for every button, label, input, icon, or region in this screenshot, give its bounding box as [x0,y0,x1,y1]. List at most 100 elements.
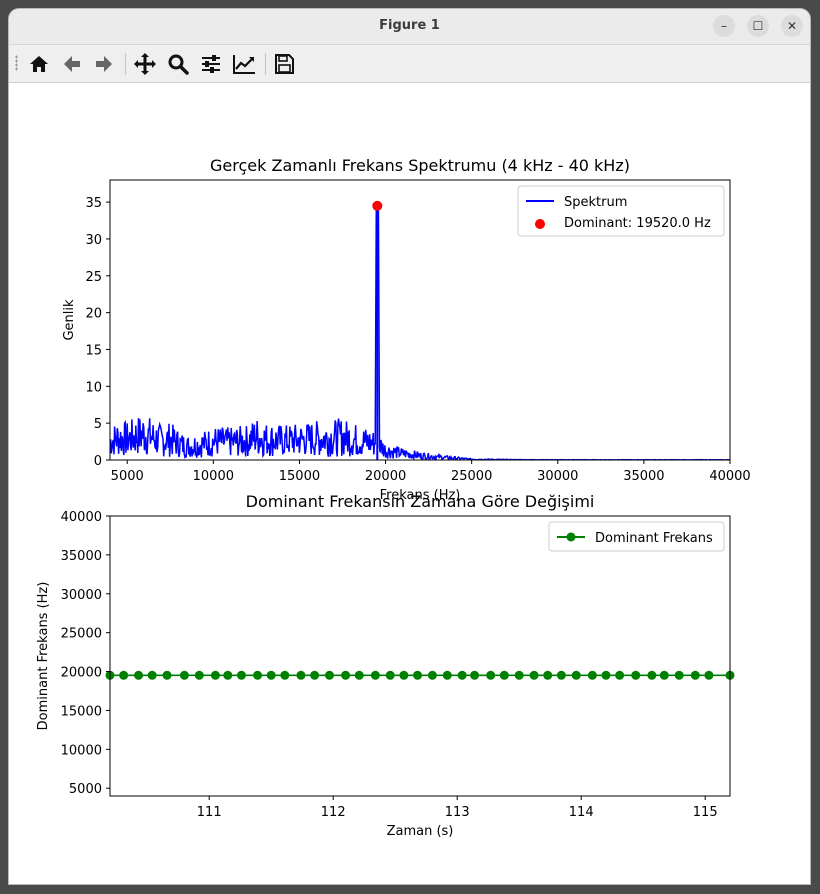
arrow-left-icon [64,56,80,72]
line-chart-icon [233,55,255,74]
back-button[interactable] [58,50,86,78]
x-tick-label: 115 [693,805,718,820]
y-tick-label: 25000 [61,627,102,642]
data-point [266,670,276,680]
move-icon [134,53,156,75]
home-button[interactable] [25,50,53,78]
chart-title: Gerçek Zamanlı Frekans Spektrumu (4 kHz … [210,156,630,175]
toolbar-handle[interactable] [15,55,18,71]
configure-subplots-button[interactable] [197,50,225,78]
navigation-toolbar [9,45,810,83]
y-tick-label: 20000 [61,666,102,681]
sliders-icon [202,55,220,73]
arrow-right-icon [96,56,112,72]
x-tick-label: 40000 [709,469,750,484]
y-axis-label: Dominant Frekans (Hz) [36,582,51,731]
data-point [601,670,611,680]
y-tick-label: 20 [85,307,102,322]
data-point [210,670,220,680]
data-point [587,670,597,680]
data-point [442,670,452,680]
data-point [134,670,144,680]
data-point [236,670,246,680]
minimize-button[interactable]: – [713,15,735,37]
x-tick-label: 30000 [537,469,578,484]
maximize-button[interactable]: ☐ [747,15,769,37]
data-point [162,670,172,680]
x-tick-label: 20000 [365,469,406,484]
data-point [370,670,380,680]
data-point [179,670,189,680]
y-tick-label: 25 [85,270,102,285]
y-tick-label: 0 [94,454,102,469]
figure-window: Figure 1 – ☐ ✕ [9,9,810,884]
data-point [659,670,669,680]
y-tick-label: 35000 [61,549,102,564]
legend-marker [535,219,545,229]
data-point [529,670,539,680]
y-tick-label: 15000 [61,704,102,719]
toolbar-separator [125,53,126,75]
data-point [399,670,409,680]
figure-svg: Gerçek Zamanlı Frekans Spektrumu (4 kHz … [36,156,751,839]
x-axis-label: Zaman (s) [387,824,454,839]
save-button[interactable] [270,50,298,78]
data-point [119,670,129,680]
data-point [571,670,581,680]
y-tick-label: 10 [85,380,102,395]
data-point [341,670,351,680]
dominant-marker [372,200,383,211]
axes-frame [109,179,731,461]
close-button[interactable]: ✕ [781,15,803,37]
y-tick-label: 15 [85,343,102,358]
y-tick-label: 30000 [61,588,102,603]
x-tick-label: 10000 [193,469,234,484]
y-axis-label: Genlik [62,299,77,341]
legend-box [517,185,725,237]
x-tick-label: 112 [321,805,346,820]
data-point [253,670,263,680]
x-tick-label: 113 [445,805,470,820]
spectrum-line [110,205,730,460]
data-point [470,670,480,680]
data-point [674,670,684,680]
zoom-button[interactable] [164,50,192,78]
legend-box [548,521,725,552]
figure-canvas[interactable]: Gerçek Zamanlı Frekans Spektrumu (4 kHz … [9,83,810,884]
forward-button[interactable] [90,50,118,78]
magnifier-icon [168,54,189,75]
data-point [223,670,233,680]
x-tick-label: 5000 [111,469,144,484]
data-point [514,670,524,680]
data-point [647,670,657,680]
x-tick-label: 35000 [623,469,664,484]
data-point [631,670,641,680]
data-point [457,670,467,680]
legend-label: Dominant Frekans [595,531,713,546]
y-tick-label: 10000 [61,743,102,758]
x-axis-label: Frekans (Hz) [380,488,461,503]
legend-label: Spektrum [564,195,627,210]
x-tick-label: 111 [197,805,222,820]
data-point [385,670,395,680]
data-point [543,670,553,680]
data-point [354,670,364,680]
pan-button[interactable] [131,50,159,78]
data-point [147,670,157,680]
data-point [486,670,496,680]
y-tick-label: 30 [85,233,102,248]
data-point [280,670,290,680]
toolbar-separator [265,53,266,75]
save-icon [275,54,294,74]
data-point [690,670,700,680]
data-point [704,670,714,680]
data-point [615,670,625,680]
y-tick-label: 5000 [69,782,102,797]
title-bar: Figure 1 – ☐ ✕ [9,9,810,45]
edit-axis-button[interactable] [230,50,258,78]
data-point [556,670,566,680]
data-point [194,670,204,680]
x-tick-label: 25000 [451,469,492,484]
x-tick-label: 15000 [279,469,320,484]
data-point [413,670,423,680]
